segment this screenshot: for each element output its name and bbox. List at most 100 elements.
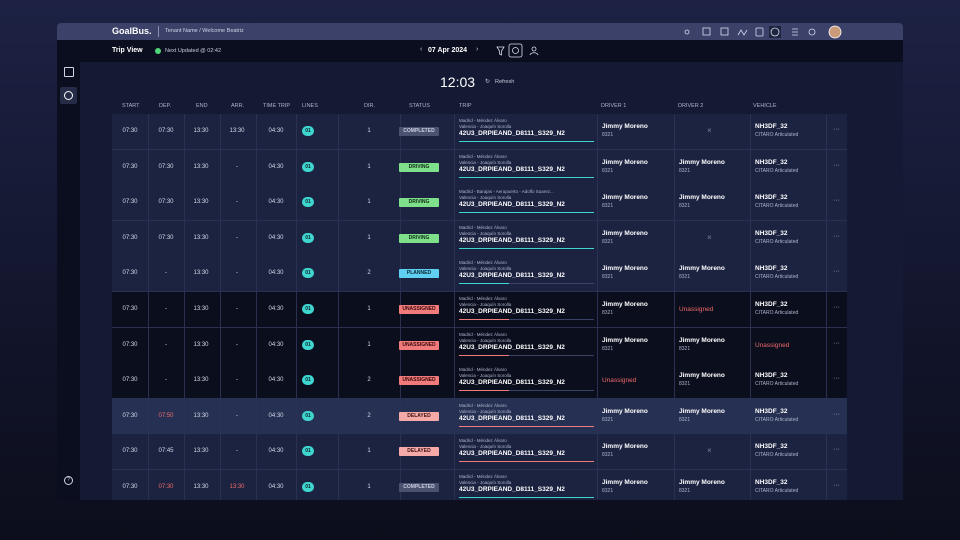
- cell-divider: [454, 398, 455, 434]
- cell-divider: [220, 398, 221, 434]
- cell-end: 13:30: [193, 306, 209, 312]
- cell-time-trip: 04:30: [268, 306, 284, 312]
- cell-divider: [296, 256, 297, 292]
- top-icons: [684, 25, 842, 39]
- cell-dep: 07:30: [158, 484, 174, 490]
- driver1-name: Jimmy Moreno: [602, 194, 648, 202]
- cell-divider: [674, 434, 675, 470]
- cell-dep: -: [165, 341, 167, 348]
- cell-start: 07:30: [122, 341, 138, 348]
- row-menu[interactable]: ···: [833, 339, 840, 347]
- row-menu[interactable]: ···: [833, 375, 840, 383]
- cell-divider: [220, 434, 221, 470]
- cell-dep: 07:30: [158, 128, 174, 134]
- trip-row[interactable]: 07:30 07:30 13:30 - 04:30 01 1 DRIVING Madrid - …: [112, 185, 847, 222]
- unassigned: Unassigned: [679, 306, 714, 313]
- cell-divider: [338, 327, 339, 363]
- calendar-icon[interactable]: [702, 27, 711, 36]
- cell-divider: [148, 434, 149, 470]
- cell-divider: [184, 149, 185, 185]
- cell-end: 13:30: [193, 412, 209, 419]
- trip-row[interactable]: 07:30 07:30 13:30 13:30 04:30 01 1 COMPLETED Mad…: [112, 114, 847, 150]
- row-menu[interactable]: ···: [833, 446, 840, 454]
- apps-icon[interactable]: [792, 28, 798, 36]
- trip-row[interactable]: 07:30 - 13:30 - 04:30 01 1 UNASSIGNED Madrid - M…: [112, 327, 847, 364]
- clock-icon[interactable]: [770, 27, 780, 37]
- cell-divider: [256, 220, 257, 256]
- cell-end: 13:30: [193, 199, 209, 206]
- line-badge: 01: [302, 482, 314, 492]
- cell-divider: [826, 256, 827, 292]
- help-icon[interactable]: ?: [64, 476, 73, 485]
- cell-divider: [674, 256, 675, 292]
- row-menu[interactable]: ···: [833, 304, 840, 311]
- no-driver: ×: [707, 232, 712, 242]
- cell-end: 13:30: [193, 270, 209, 277]
- cell-divider: [750, 434, 751, 470]
- row-menu[interactable]: ···: [833, 410, 840, 418]
- trip-row[interactable]: 07:30 07:50 13:30 - 04:30 01 2 DELAYED Madrid - …: [112, 398, 847, 435]
- settings-icon[interactable]: [808, 28, 816, 36]
- grid-icon[interactable]: [720, 27, 729, 36]
- cell-divider: [184, 256, 185, 292]
- filter-icon[interactable]: [496, 46, 505, 56]
- nav-list[interactable]: [64, 67, 74, 77]
- row-menu[interactable]: ···: [833, 232, 840, 240]
- trip-progress: [459, 319, 509, 320]
- row-menu[interactable]: ···: [833, 161, 840, 169]
- no-driver: ×: [707, 126, 712, 135]
- cell-divider: [674, 470, 675, 500]
- trip-row[interactable]: 07:30 - 13:30 - 04:30 01 2 PLANNED Madrid - Ménd…: [112, 256, 847, 293]
- next-date[interactable]: ›: [476, 46, 479, 53]
- key-icon[interactable]: [684, 29, 690, 35]
- cell-divider: [750, 114, 751, 149]
- reload-toggle[interactable]: [508, 43, 523, 58]
- avatar[interactable]: [828, 25, 842, 39]
- status-dot: [155, 48, 161, 54]
- user-icon[interactable]: [531, 46, 537, 52]
- row-menu[interactable]: ···: [833, 197, 840, 205]
- trip-progress: [459, 212, 594, 214]
- cell-divider: [220, 149, 221, 185]
- cell-divider: [597, 185, 598, 221]
- refresh-icon[interactable]: ↻: [485, 79, 491, 85]
- status-badge: UNASSIGNED: [399, 305, 439, 314]
- driver1-detail: 8321: [602, 167, 614, 174]
- cell-divider: [597, 398, 598, 434]
- trip-row[interactable]: 07:30 07:30 13:30 13:30 04:30 01 1 COMPLETED Mad…: [112, 470, 847, 500]
- column-header: ARR.: [231, 103, 245, 109]
- trip-from: Madrid - Méndez Álvaro: [459, 331, 507, 337]
- refresh-button[interactable]: Refresh: [495, 79, 515, 85]
- cell-dep: -: [165, 270, 167, 277]
- cell-dep: 07:50: [158, 412, 174, 419]
- bus-icon[interactable]: [755, 27, 764, 37]
- trip-row[interactable]: 07:30 07:30 13:30 - 04:30 01 1 DRIVING Madrid - …: [112, 149, 847, 186]
- trip-code: 42U3_DRPIEAND_D8111_S329_N2: [459, 379, 565, 387]
- cell-dir: 1: [367, 234, 371, 241]
- trip-row[interactable]: 07:30 07:45 13:30 - 04:30 01 1 DELAYED Madrid - …: [112, 434, 847, 471]
- date[interactable]: 07 Apr 2024: [428, 47, 468, 54]
- trip-row[interactable]: 07:30 - 13:30 - 04:30 01 1 UNASSIGNED Madrid - M…: [112, 292, 847, 328]
- cell-divider: [454, 220, 455, 256]
- driver1-detail: 8321: [602, 416, 614, 423]
- user-body: [529, 52, 539, 56]
- trip-from: Madrid - Méndez Álvaro: [459, 367, 507, 373]
- trip-progress-track: [459, 354, 594, 356]
- cell-time-trip: 04:30: [268, 377, 284, 384]
- trip-from: Madrid - Barajas - Aeropuerto - Adolfo S…: [459, 189, 554, 195]
- row-menu[interactable]: ···: [833, 126, 840, 133]
- trip-row[interactable]: 07:30 - 13:30 - 04:30 01 2 UNASSIGNED Madrid - M…: [112, 363, 847, 400]
- driver1-detail: 8321: [602, 452, 614, 459]
- prev-date[interactable]: ‹: [420, 46, 423, 53]
- cell-divider: [674, 327, 675, 363]
- cell-divider: [338, 398, 339, 434]
- cell-divider: [296, 398, 297, 434]
- chart-icon[interactable]: [737, 29, 748, 36]
- row-menu[interactable]: ···: [833, 268, 840, 276]
- trip-progress-track: [459, 390, 594, 392]
- trip-code: 42U3_DRPIEAND_D8111_S329_N2: [459, 130, 565, 137]
- cell-divider: [338, 256, 339, 292]
- trip-row[interactable]: 07:30 07:30 13:30 - 04:30 01 1 DRIVING Madrid - …: [112, 220, 847, 257]
- row-menu[interactable]: ···: [833, 482, 840, 489]
- cell-arr: -: [236, 306, 238, 312]
